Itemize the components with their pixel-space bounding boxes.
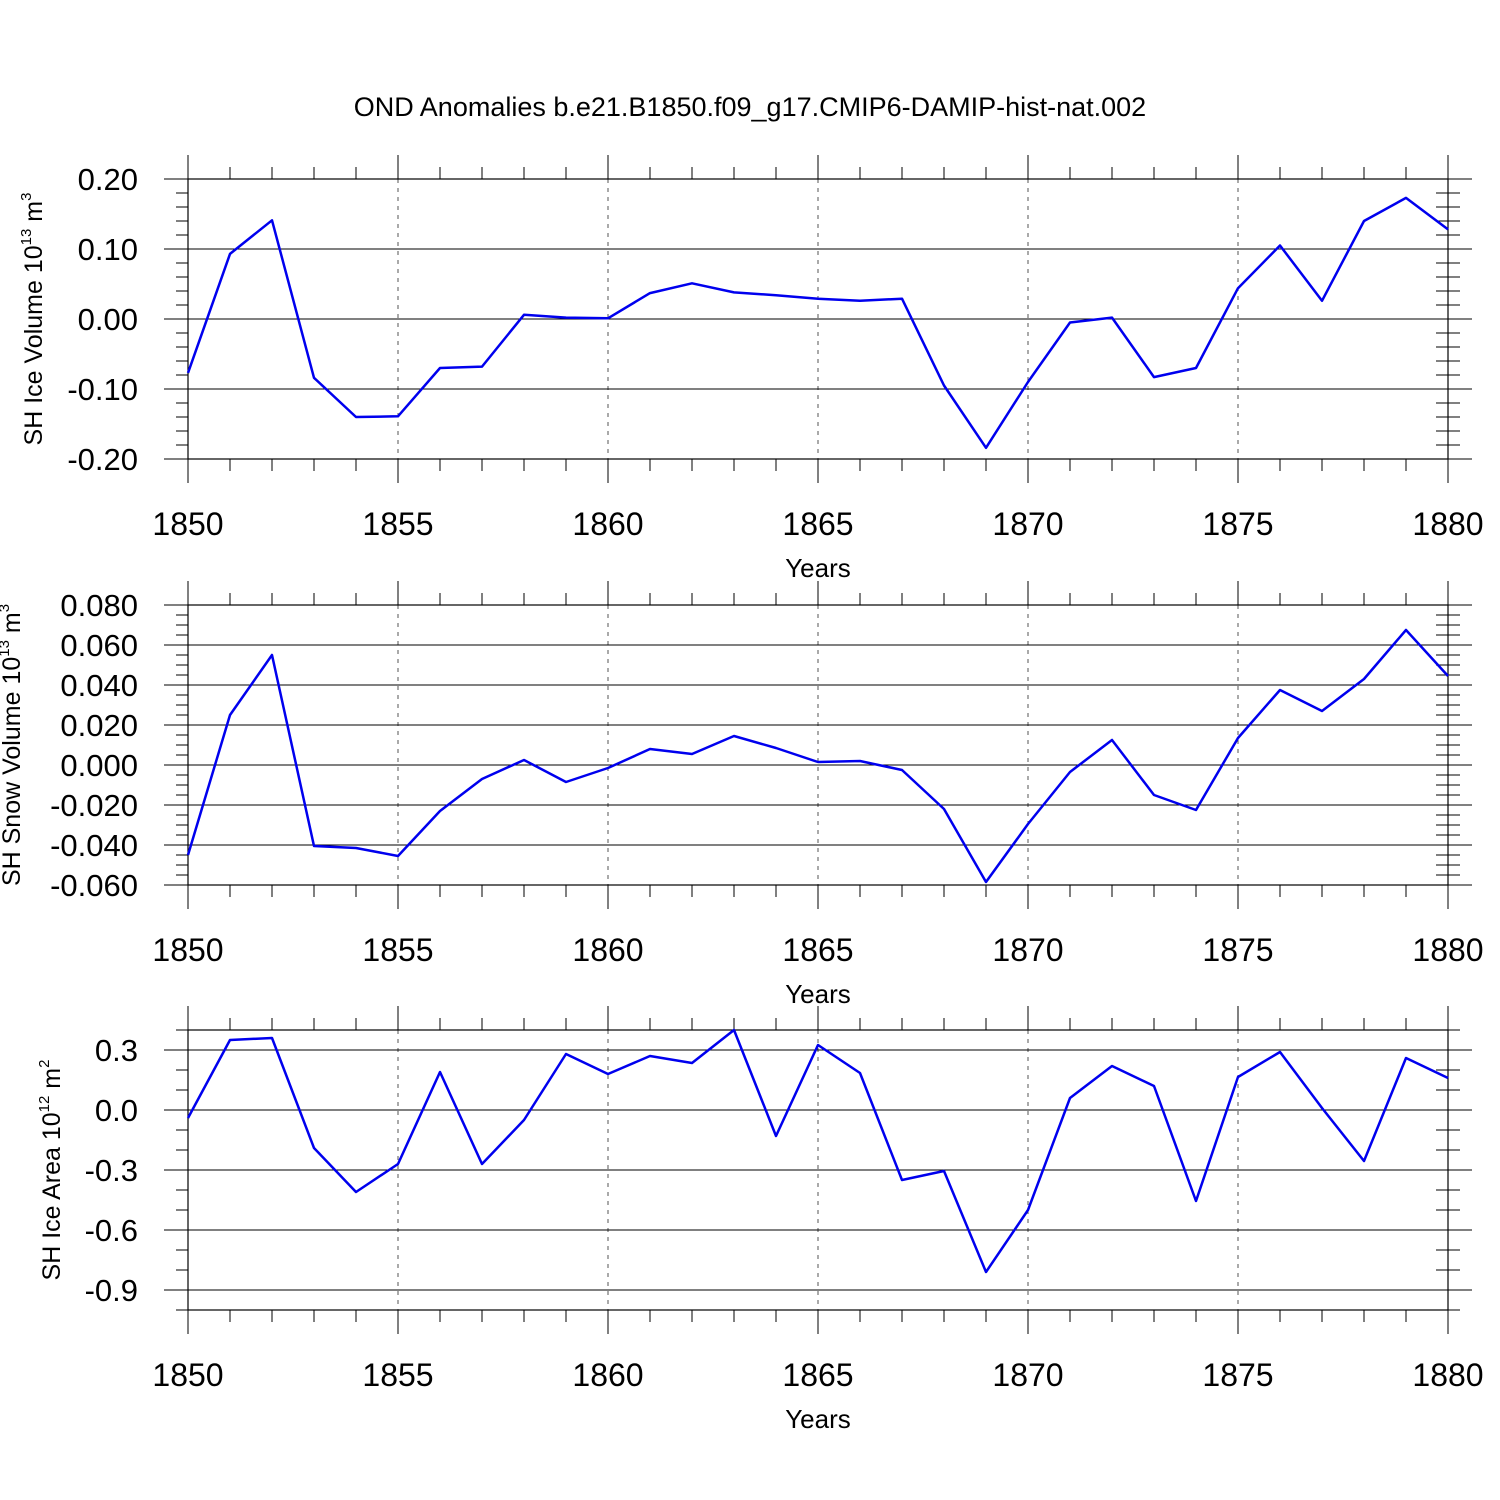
x-tick-label: 1850 — [152, 1357, 223, 1393]
y-tick-label: 0.3 — [95, 1033, 138, 1068]
y-tick-label: -0.20 — [67, 442, 138, 477]
y-tick-label: -0.020 — [50, 788, 138, 823]
y-axis-label-unit-exponent: 3 — [0, 604, 13, 612]
x-tick-label: 1880 — [1412, 932, 1483, 968]
x-tick-label: 1855 — [362, 506, 433, 542]
x-tick-label: 1880 — [1412, 506, 1483, 542]
panel-ice-volume: -0.20 -0.10 0.00 0.10 0.20 1850 1855 1860 1865 1… — [18, 155, 1484, 583]
x-tick-label: 1870 — [992, 932, 1063, 968]
y-axis-label-unit: m — [0, 612, 26, 640]
y-tick-label: 0.20 — [78, 162, 138, 197]
panel-snow-volume: -0.060 -0.040 -0.020 0.000 0.020 0.040 0.060 0.… — [0, 581, 1484, 1009]
x-tick-label: 1865 — [782, 932, 853, 968]
x-tick-label: 1860 — [572, 932, 643, 968]
x-tick-label: 1850 — [152, 932, 223, 968]
y-tick-label: 0.080 — [60, 588, 138, 623]
x-tick-label: 1850 — [152, 506, 223, 542]
ice-volume-series-line — [186, 196, 1449, 450]
y-tick-label: 0.060 — [60, 628, 138, 663]
y-axis-label: SH Ice Area 1012 m2 — [36, 1060, 66, 1281]
snow-volume-series-line — [186, 628, 1449, 884]
y-tick-label: 0.0 — [95, 1093, 138, 1128]
x-axis-label: Years — [785, 553, 851, 583]
y-tick-label: -0.040 — [50, 828, 138, 863]
x-tick-label: 1855 — [362, 932, 433, 968]
y-tick-label: -0.3 — [85, 1153, 138, 1188]
y-axis-label: SH Snow Volume 1013 m3 — [0, 604, 26, 886]
y-tick-label: -0.060 — [50, 868, 138, 903]
y-axis-label-unit: m — [38, 1068, 66, 1096]
y-axis-label-exponent: 12 — [36, 1096, 53, 1113]
x-axis-label: Years — [785, 1404, 851, 1434]
y-tick-label: -0.6 — [85, 1213, 138, 1248]
panel-ice-area: -0.9 -0.6 -0.3 0.0 0.3 1850 1855 1860 1865 1870 1… — [36, 1006, 1484, 1434]
y-axis-label: SH Ice Volume 1013 m3 — [18, 193, 48, 446]
figure-title: OND Anomalies b.e21.B1850.f09_g17.CMIP6-… — [354, 92, 1146, 122]
x-tick-label: 1880 — [1412, 1357, 1483, 1393]
y-axis-label-unit-exponent: 3 — [18, 193, 35, 201]
ice-area-series-line — [186, 1028, 1449, 1274]
x-tick-label: 1875 — [1202, 1357, 1273, 1393]
y-axis-label-main: SH Snow Volume 10 — [0, 657, 26, 886]
y-axis-label-unit: m — [20, 201, 48, 229]
x-tick-label: 1855 — [362, 1357, 433, 1393]
y-tick-label: 0.000 — [60, 748, 138, 783]
y-tick-label: -0.10 — [67, 372, 138, 407]
x-tick-label: 1860 — [572, 506, 643, 542]
y-tick-label: 0.00 — [78, 302, 138, 337]
y-tick-label: 0.020 — [60, 708, 138, 743]
x-tick-label: 1865 — [782, 1357, 853, 1393]
y-tick-label: 0.10 — [78, 232, 138, 267]
x-axis-label: Years — [785, 979, 851, 1009]
x-tick-label: 1865 — [782, 506, 853, 542]
y-axis-label-exponent: 13 — [0, 640, 13, 657]
x-tick-label: 1870 — [992, 1357, 1063, 1393]
y-tick-label: 0.040 — [60, 668, 138, 703]
x-tick-label: 1875 — [1202, 506, 1273, 542]
x-tick-label: 1870 — [992, 506, 1063, 542]
y-axis-label-unit-exponent: 2 — [36, 1060, 53, 1068]
x-tick-label: 1860 — [572, 1357, 643, 1393]
y-axis-label-main: SH Ice Area 10 — [38, 1112, 66, 1280]
x-tick-label: 1875 — [1202, 932, 1273, 968]
y-axis-label-main: SH Ice Volume 10 — [20, 245, 48, 445]
y-tick-label: -0.9 — [85, 1273, 138, 1308]
y-axis-label-exponent: 13 — [18, 229, 35, 246]
